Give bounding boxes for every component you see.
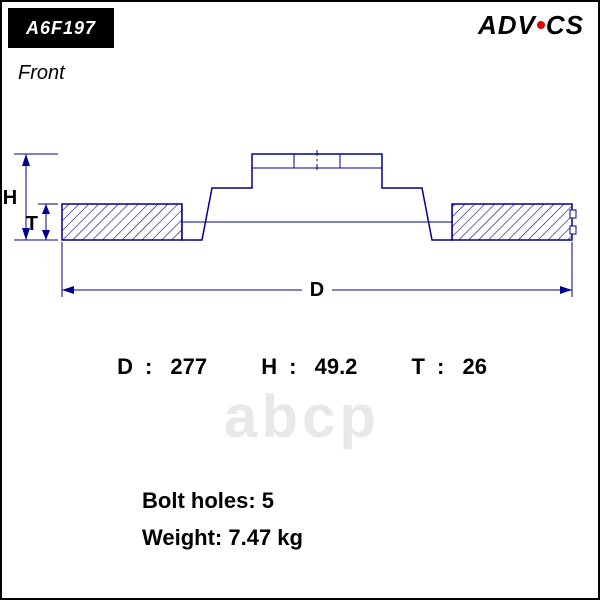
watermark: abcp <box>2 382 600 451</box>
brand-logo: ADV CS <box>478 10 584 41</box>
cross-section-diagram: D H T <box>2 132 600 332</box>
position-label: Front <box>18 62 65 85</box>
h-arrow-t <box>22 154 30 166</box>
d-arrow-r <box>560 286 572 294</box>
dim-h: H: 49.2 <box>249 354 369 379</box>
flange-left <box>62 204 182 240</box>
part-number-badge: A6F197 <box>8 8 114 48</box>
dim-t: T: 26 <box>400 354 499 379</box>
d-label: D <box>310 279 324 301</box>
t-arrow-t <box>42 204 50 214</box>
brand-text-2: CS <box>546 10 584 40</box>
spec-bolt-holes: Bolt holes: 5 <box>142 482 303 519</box>
flange-right <box>452 204 572 240</box>
spec-weight: Weight: 7.47 kg <box>142 519 303 556</box>
h-label: H <box>3 187 17 209</box>
t-label: T <box>26 213 38 235</box>
dim-d: D: 277 <box>105 354 219 379</box>
specs-block: Bolt holes: 5 Weight: 7.47 kg <box>142 482 303 557</box>
brand-text-1: ADV <box>478 10 536 40</box>
t-arrow-b <box>42 230 50 240</box>
notch-r1 <box>570 210 576 218</box>
d-arrow-l <box>62 286 74 294</box>
brand-dot-icon <box>537 21 545 29</box>
dimensions-line: D: 277 H: 49.2 T: 26 <box>2 354 600 380</box>
notch-r2 <box>570 226 576 234</box>
